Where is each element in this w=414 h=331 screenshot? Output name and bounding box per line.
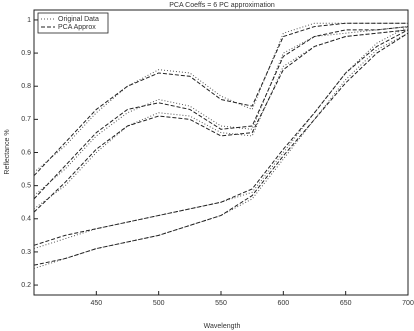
x-tick-label: 550 <box>215 300 227 307</box>
legend-box <box>37 12 109 34</box>
y-tick-label: 0.2 <box>21 282 31 289</box>
chart-title: PCA Coeffs = 6 PC approximation <box>169 2 275 9</box>
series-line <box>33 29 409 246</box>
x-tick-label: 700 <box>402 300 414 307</box>
series-line <box>33 29 409 210</box>
y-tick-label: 0.6 <box>21 149 31 156</box>
x-tick-label: 450 <box>90 300 102 307</box>
x-tick-label: 650 <box>340 300 352 307</box>
series-line <box>33 22 408 177</box>
y-axis-label: Reflectance % <box>4 129 11 174</box>
x-tick-label: 500 <box>153 300 165 307</box>
x-axis-label: Wavelength <box>204 323 241 330</box>
series-line <box>33 29 409 213</box>
series-line <box>33 26 409 196</box>
y-tick-label: 0.7 <box>21 116 31 123</box>
legend-label: Original Data <box>58 16 99 23</box>
y-tick-label: 0.3 <box>21 249 31 256</box>
x-tick-label: 600 <box>277 300 289 307</box>
y-tick-label: 1 <box>27 17 31 24</box>
y-tick-label: 0.4 <box>21 216 31 223</box>
series-line <box>33 22 408 173</box>
series-line <box>33 32 409 266</box>
series-line <box>33 26 409 200</box>
y-tick-label: 0.8 <box>21 83 31 90</box>
series-line <box>33 32 409 269</box>
y-tick-label: 0.9 <box>21 50 31 57</box>
legend-label: PCA Approx <box>58 24 96 31</box>
y-tick-label: 0.5 <box>21 182 31 189</box>
plot-frame <box>33 9 409 296</box>
